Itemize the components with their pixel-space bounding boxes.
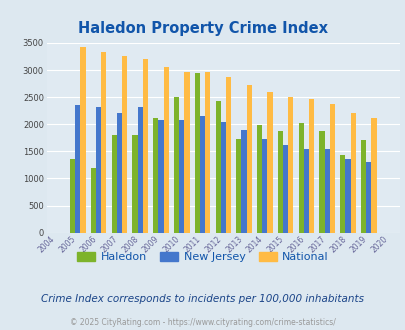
Bar bbox=[122, 56, 127, 233]
Bar bbox=[220, 121, 225, 233]
Bar bbox=[329, 104, 334, 233]
Bar bbox=[241, 130, 246, 233]
Bar bbox=[282, 145, 288, 233]
Bar bbox=[117, 114, 122, 233]
Bar bbox=[345, 159, 350, 233]
Bar bbox=[143, 59, 147, 233]
Bar bbox=[75, 105, 80, 233]
Text: Haledon Property Crime Index: Haledon Property Crime Index bbox=[78, 21, 327, 36]
Bar bbox=[319, 131, 324, 233]
Bar bbox=[277, 131, 282, 233]
Bar bbox=[132, 135, 137, 233]
Bar bbox=[339, 154, 345, 233]
Bar bbox=[101, 51, 106, 233]
Bar bbox=[371, 118, 375, 233]
Bar bbox=[96, 108, 101, 233]
Bar bbox=[158, 120, 163, 233]
Bar bbox=[70, 159, 75, 233]
Bar bbox=[179, 120, 184, 233]
Bar bbox=[350, 113, 355, 233]
Bar bbox=[236, 139, 241, 233]
Bar bbox=[262, 139, 267, 233]
Bar bbox=[225, 77, 230, 233]
Legend: Haledon, New Jersey, National: Haledon, New Jersey, National bbox=[72, 248, 333, 267]
Bar bbox=[324, 148, 329, 233]
Bar bbox=[111, 135, 117, 233]
Bar bbox=[308, 99, 313, 233]
Bar bbox=[360, 141, 365, 233]
Bar bbox=[205, 72, 210, 233]
Bar bbox=[194, 73, 199, 233]
Bar bbox=[199, 115, 205, 233]
Bar bbox=[246, 85, 251, 233]
Bar bbox=[184, 72, 189, 233]
Bar bbox=[163, 67, 168, 233]
Text: © 2025 CityRating.com - https://www.cityrating.com/crime-statistics/: © 2025 CityRating.com - https://www.city… bbox=[70, 318, 335, 327]
Bar bbox=[153, 118, 158, 233]
Bar bbox=[80, 47, 85, 233]
Bar bbox=[137, 107, 143, 233]
Bar bbox=[365, 162, 371, 233]
Bar bbox=[173, 97, 179, 233]
Bar bbox=[288, 97, 293, 233]
Bar bbox=[298, 123, 303, 233]
Bar bbox=[256, 125, 262, 233]
Text: Crime Index corresponds to incidents per 100,000 inhabitants: Crime Index corresponds to incidents per… bbox=[41, 294, 364, 304]
Bar bbox=[267, 92, 272, 233]
Bar bbox=[91, 168, 96, 233]
Bar bbox=[303, 148, 308, 233]
Bar bbox=[215, 101, 220, 233]
